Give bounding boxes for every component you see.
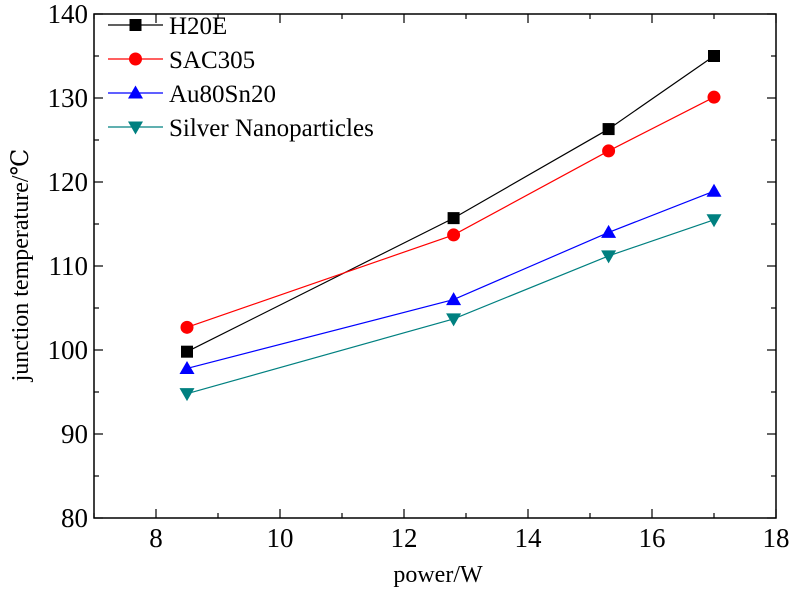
data-point [708,50,720,62]
series-line [186,219,715,395]
series-h20e [181,50,720,358]
data-point [446,292,462,306]
y-tick-label: 100 [48,335,89,365]
x-tick-label: 12 [391,523,418,553]
data-point [179,360,195,374]
data-point [601,250,617,264]
data-point [447,212,460,225]
x-tick-label: 16 [639,523,666,553]
y-tick-label: 110 [49,251,89,281]
y-tick-label: 80 [61,503,88,533]
x-tick-label: 14 [515,523,543,553]
data-point [181,345,193,358]
data-point [706,214,722,228]
legend-marker [129,52,142,66]
series-line [186,55,715,353]
series-silver-nanoparticles [179,214,722,402]
series-line [186,190,715,370]
legend-item: Au80Sn20 [108,81,276,108]
x-tick-label: 8 [149,523,163,553]
x-tick-label: 18 [763,523,790,553]
y-axis-title: junction temperature/℃ [8,149,34,383]
series-au80sn20 [179,183,722,374]
data-point [179,388,195,402]
data-point [601,224,617,238]
legend-label: H20E [169,13,227,40]
legend-item: SAC305 [108,47,255,74]
legend-label: Au80Sn20 [169,81,276,108]
y-tick-label: 120 [48,167,89,197]
legend-item: Silver Nanoparticles [108,115,374,142]
legend-label: SAC305 [169,47,255,74]
data-point [706,183,722,197]
series-layer [179,50,722,402]
series-sac305 [180,90,721,334]
y-tick-label: 90 [61,419,88,449]
data-point [446,313,462,327]
legend-marker [128,121,143,135]
y-tick-label: 140 [48,0,89,29]
x-tick-label: 10 [267,523,294,553]
legend-item: H20E [108,13,227,40]
legend: H20E SAC305 Au80Sn20 Silver Nanoparticles [108,13,374,142]
axes: 8 10 12 14 16 18 80 90 100 110 120 130 140 [48,0,790,553]
legend-label: Silver Nanoparticles [169,115,374,142]
legend-marker [129,19,142,31]
data-point [602,123,615,136]
legend-marker [128,85,143,99]
data-point [180,320,194,334]
data-point [707,90,721,104]
series-line [186,96,715,328]
x-axis-title: power/W [393,562,483,588]
data-point [602,144,616,158]
y-tick-label: 130 [48,83,89,113]
data-point [447,228,461,242]
